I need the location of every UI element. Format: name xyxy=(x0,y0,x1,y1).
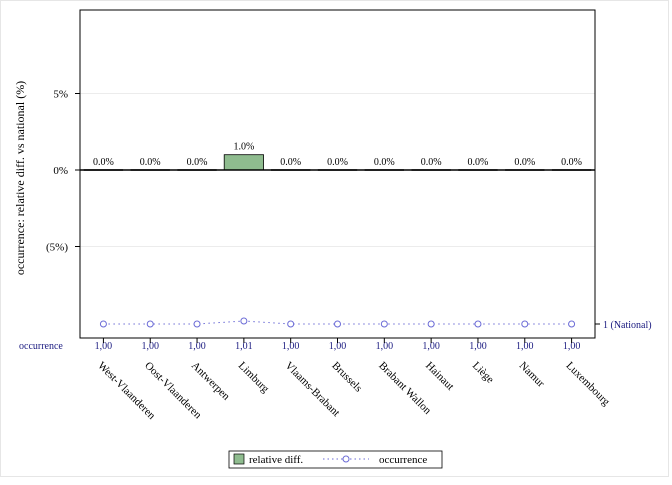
bar-data-label: 0.0% xyxy=(514,157,535,168)
occurrence-value: 1,00 xyxy=(469,341,487,352)
bar-data-label: 0.0% xyxy=(187,157,208,168)
occurrence-value: 1,00 xyxy=(188,341,206,352)
y-axis-ticks: 5% 0% (5%) xyxy=(46,89,80,254)
occurrence-point xyxy=(240,317,248,325)
bar-data-label: 0.0% xyxy=(93,157,114,168)
gridlines xyxy=(80,93,595,247)
bar xyxy=(223,154,264,171)
occurrence-row-label: occurrence xyxy=(19,341,63,352)
occurrence-value: 1,00 xyxy=(422,341,440,352)
legend-frame xyxy=(228,450,443,469)
occurrence-point xyxy=(146,320,154,328)
outer-frame xyxy=(0,0,669,477)
plot-frame xyxy=(79,9,596,339)
bar-data-label: 0.0% xyxy=(561,157,582,168)
occurrence-value: 1,00 xyxy=(95,341,113,352)
occurrence-point xyxy=(521,320,529,328)
occurrence-point xyxy=(380,320,388,328)
legend-marker-occurrence xyxy=(342,455,350,463)
y-tick-label: (5%) xyxy=(46,242,68,254)
legend-label-occurrence: occurrence xyxy=(379,454,427,466)
occurrence-point xyxy=(99,320,107,328)
occurrence-value: 1,01 xyxy=(235,341,253,352)
occurrence-point xyxy=(287,320,295,328)
occurrence-value: 1,00 xyxy=(376,341,394,352)
legend-swatch-bar xyxy=(233,453,245,465)
bar-data-label: 0.0% xyxy=(421,157,442,168)
occurrence-point xyxy=(427,320,435,328)
occurrence-value: 1,00 xyxy=(329,341,347,352)
legend-label-relative-diff: relative diff. xyxy=(249,454,303,466)
bar-data-label: 0.0% xyxy=(468,157,489,168)
occurrence-value: 1,00 xyxy=(282,341,300,352)
national-reference-label: 1 (National) xyxy=(603,320,652,331)
bar-labels: 0.0% 0.0% 0.0% 1.0% 0.0% 0.0% 0.0% 0.0% 0.0% 0.0%… xyxy=(93,142,582,168)
occurrence-point xyxy=(568,320,576,328)
y-tick-label: 5% xyxy=(53,89,68,101)
legend: relative diff. occurrence xyxy=(228,450,443,469)
occurrence-series xyxy=(99,317,600,328)
occurrence-point xyxy=(334,320,341,328)
occurrence-line xyxy=(103,320,572,325)
occurrence-values: 1,00 1,00 1,00 1,01 1,00 1,00 1,00 1,00 1,00 1,00… xyxy=(95,341,581,352)
bar-data-label: 1.0% xyxy=(233,142,254,153)
bar-data-label: 0.0% xyxy=(374,157,395,168)
bar-data-label: 0.0% xyxy=(327,157,348,168)
occurrence-point xyxy=(193,320,201,328)
y-axis-label: occurrence: relative diff. vs national (… xyxy=(13,81,27,275)
occurrence-value: 1,00 xyxy=(516,341,534,352)
bar-data-label: 0.0% xyxy=(140,157,161,168)
bar-data-label: 0.0% xyxy=(280,157,301,168)
occurrence-value: 1,00 xyxy=(141,341,159,352)
occurrence-value: 1,00 xyxy=(563,341,581,352)
y-tick-label: 0% xyxy=(53,165,68,177)
occurrence-point xyxy=(474,320,482,328)
